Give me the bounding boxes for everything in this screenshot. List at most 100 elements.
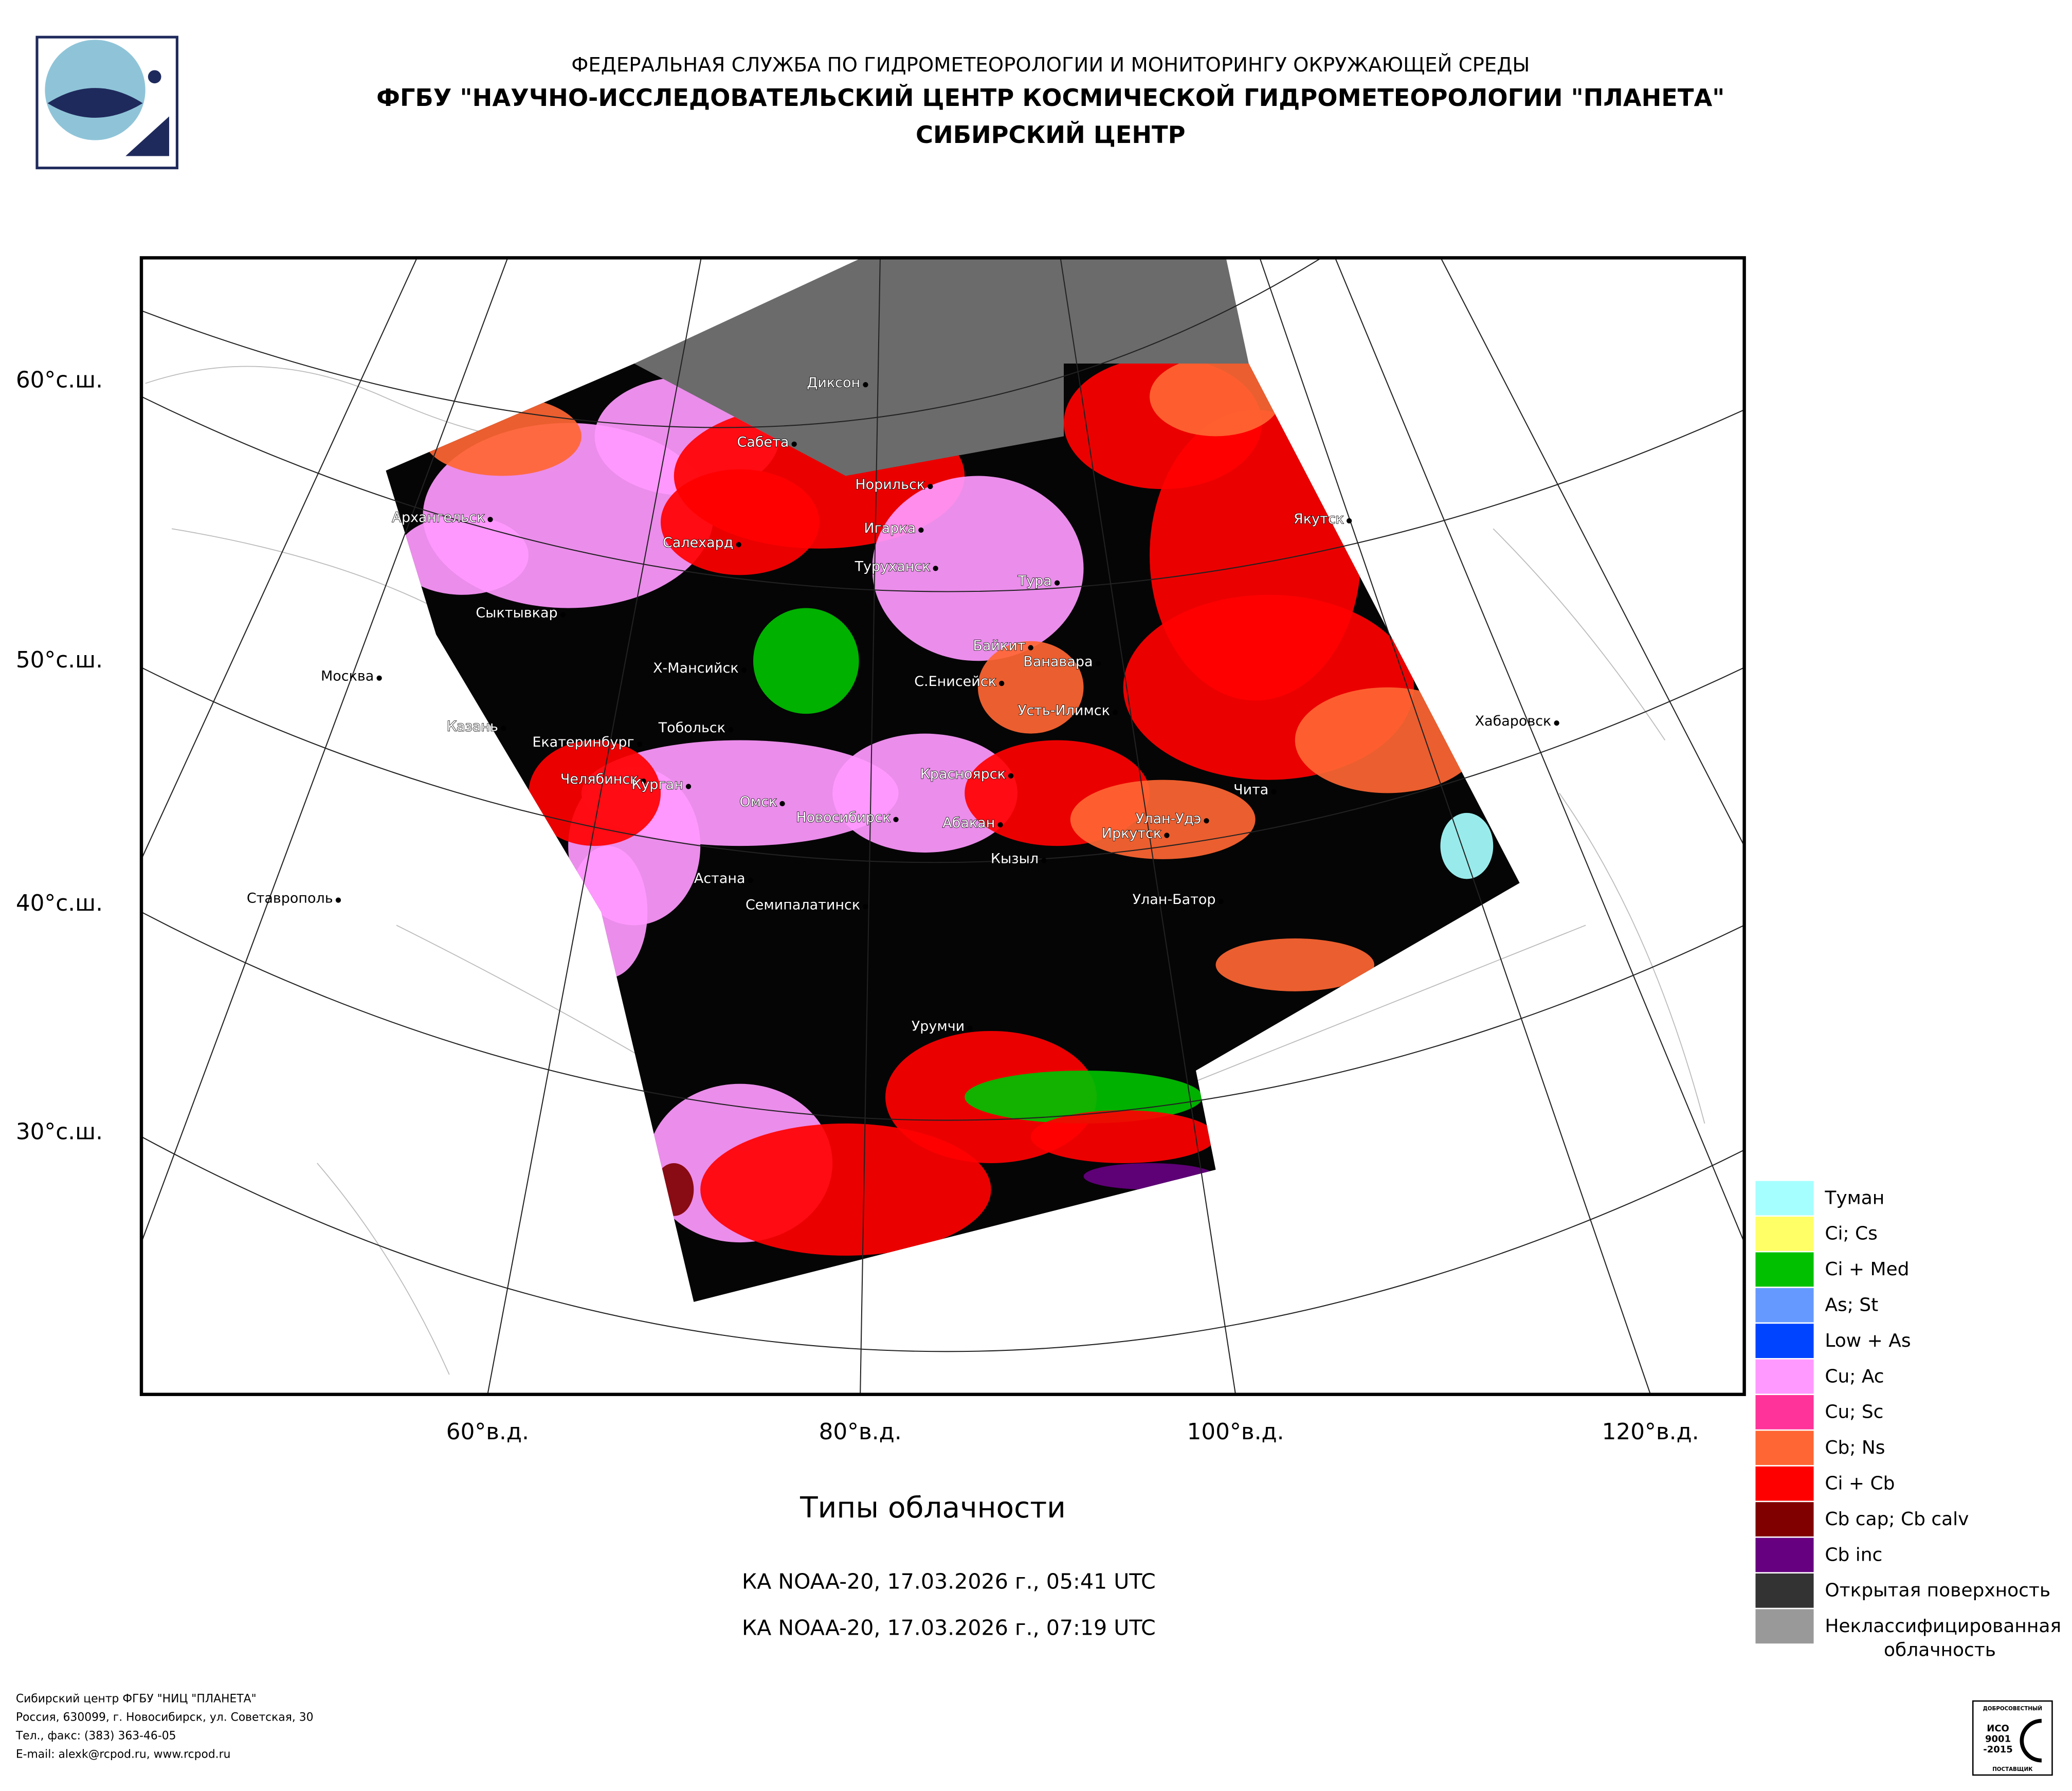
- legend-swatch: [1754, 1215, 1815, 1253]
- longitude-line: [487, 258, 702, 1395]
- map: [141, 258, 1744, 1395]
- cloud-area: [396, 515, 529, 595]
- legend-label: Ci + Med: [1825, 1259, 1909, 1280]
- city-label: Красноярск: [920, 766, 1006, 782]
- cloud-area: [1440, 812, 1494, 879]
- city-dot: [928, 483, 933, 490]
- legend-label: Cb; Ns: [1825, 1437, 1885, 1458]
- map-frame: [139, 256, 1746, 1396]
- logo: [35, 35, 178, 170]
- cloud-area: [1150, 364, 1282, 437]
- legend-label: Cb cap; Cb calv: [1825, 1509, 1969, 1530]
- city-dot: [779, 801, 785, 807]
- certificate-text: ДОБРОСОВЕСТНЫЙ: [1983, 1705, 2042, 1712]
- legend-label: Ci + Cb: [1825, 1473, 1895, 1494]
- city-dot: [791, 441, 797, 447]
- certificate-text: -2015: [1983, 1744, 2013, 1755]
- certificate-mark: [2020, 1718, 2042, 1763]
- header-line: СИБИРСКИЙ ЦЕНТР: [916, 121, 1185, 149]
- city-label: Кызыл: [991, 851, 1039, 866]
- cloud-area: [661, 469, 820, 575]
- cloud-area: [753, 608, 859, 714]
- longitude-line: [141, 258, 508, 1243]
- cloud-area: [965, 1071, 1203, 1124]
- legend-swatch: [1754, 1180, 1815, 1217]
- city-dot: [748, 877, 753, 883]
- city-label: Москва: [321, 668, 374, 684]
- pass-info: КА NOAA-20, 17.03.2026 г., 07:19 UTC: [742, 1616, 1156, 1640]
- longitude-line: [1259, 258, 1651, 1395]
- city-dot: [641, 779, 646, 784]
- legend-swatch: [1754, 1500, 1815, 1538]
- longitude-line: [1060, 258, 1237, 1395]
- city-label: Тура: [1017, 573, 1052, 589]
- longitude-line: [860, 258, 881, 1395]
- city-label: Салехард: [663, 535, 733, 551]
- city-label: Байкит: [973, 638, 1025, 654]
- city-dot: [1218, 898, 1224, 904]
- caption-title: Типы облачности: [799, 1491, 1066, 1525]
- footer-line: E-mail: alexk@rcpod.ru, www.rcpod.ru: [16, 1748, 231, 1761]
- city-dot: [1041, 858, 1047, 863]
- latitude-label: 50°с.ш.: [16, 647, 103, 673]
- city-dot: [1054, 580, 1060, 586]
- city-label: Абакан: [942, 815, 995, 831]
- city-dot: [685, 784, 692, 789]
- city-label: Усть-Илимск: [1018, 702, 1110, 718]
- city-dot: [863, 904, 868, 910]
- city-label: С.Енисейск: [914, 674, 996, 690]
- city-label: Тобольск: [658, 720, 725, 736]
- longitude-label: 80°в.д.: [819, 1419, 902, 1445]
- city-label: Казань: [447, 718, 498, 734]
- certificate-box: [1972, 1700, 2053, 1776]
- city-dot: [637, 741, 643, 747]
- city-dot: [501, 726, 506, 731]
- city-dot: [893, 817, 899, 822]
- latitude-line: [141, 396, 1744, 592]
- legend-swatch: [1754, 1429, 1815, 1467]
- longitude-label: 120°в.д.: [1602, 1419, 1699, 1445]
- city-label: Омск: [740, 794, 777, 810]
- city-dot: [1554, 720, 1559, 726]
- cloud-area: [1030, 1110, 1216, 1163]
- legend-swatch: [1754, 1536, 1815, 1573]
- city-dot: [728, 727, 734, 733]
- city-dot: [1008, 773, 1014, 779]
- cloud-area: [872, 476, 1084, 661]
- city-label: Якутск: [1294, 511, 1344, 527]
- footer-line: Тел., факс: (383) 363-46-05: [15, 1730, 176, 1743]
- legend-swatch: [1754, 1607, 1815, 1645]
- city-label: Хабаровск: [1475, 713, 1552, 729]
- city-label: Урумчи: [912, 1019, 965, 1035]
- latitude-label: 60°с.ш.: [16, 367, 103, 393]
- legend-label: Cb inc: [1825, 1544, 1882, 1565]
- city-label: Ставрополь: [247, 890, 333, 906]
- longitude-line: [1440, 258, 1744, 846]
- city-dot: [376, 675, 382, 681]
- city-dot: [997, 822, 1003, 828]
- latitude-label: 40°с.ш.: [16, 890, 103, 916]
- footer-line: Сибирский центр ФГБУ "НИЦ "ПЛАНЕТА": [16, 1693, 257, 1706]
- latitude-line: [141, 1136, 1744, 1352]
- cloud-area: [1215, 938, 1374, 991]
- city-label: Улан-Батор: [1133, 892, 1216, 908]
- city-dot: [335, 897, 341, 903]
- longitude-line: [141, 258, 418, 860]
- latitude-line: [141, 911, 1744, 1121]
- city-dot: [1271, 789, 1277, 794]
- city-label: Астана: [694, 871, 746, 887]
- city-dot: [560, 612, 566, 618]
- legend-swatch: [1754, 1465, 1815, 1503]
- city-label: Сыктывкар: [476, 605, 557, 621]
- latitude-line: [141, 667, 1744, 863]
- city-dot: [863, 382, 868, 388]
- city-dot: [918, 527, 924, 533]
- certificate-text: ИСО: [1987, 1723, 2009, 1734]
- city-label: Новосибирск: [796, 810, 890, 826]
- header-line: ФЕДЕРАЛЬНАЯ СЛУЖБА ПО ГИДРОМЕТЕОРОЛОГИИ …: [571, 52, 1530, 77]
- city-label: Игарка: [864, 520, 916, 536]
- certificate-text: ПОСТАВЩИК: [1992, 1766, 2033, 1772]
- cloud-area: [832, 733, 1018, 853]
